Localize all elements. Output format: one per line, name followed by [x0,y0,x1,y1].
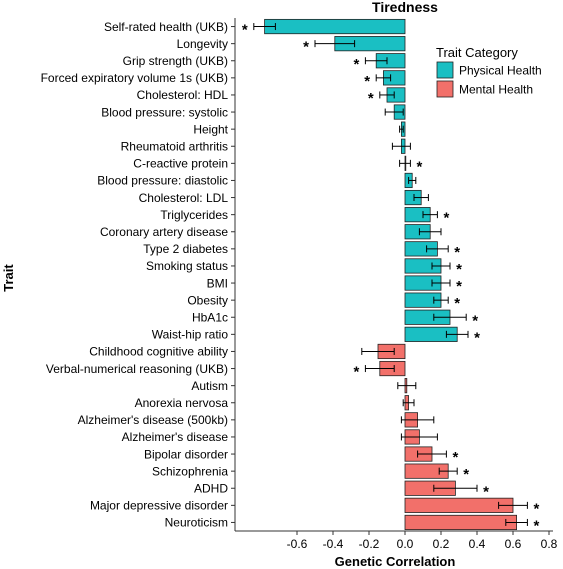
significance-star: * [452,449,458,466]
x-tick-label: 0.4 [469,537,486,551]
significance-star: * [456,278,462,295]
y-tick-label: Triglycerides [160,208,228,222]
legend-swatch [436,80,454,98]
significance-star: * [454,244,460,261]
x-tick-label: 0.6 [505,537,522,551]
y-tick-label: Self-rated health (UKB) [104,20,228,34]
y-tick-label: Major depressive disorder [90,499,228,513]
y-tick-label: Childhood cognitive ability [89,345,228,359]
y-tick-label: Bipolar disorder [144,447,228,461]
significance-layer: ******************* [242,22,540,535]
y-tick-label: Cholesterol: LDL [139,191,229,205]
legend: Trait Category Physical Health Mental Hea… [436,45,542,98]
y-tick-label: Height [193,122,228,136]
y-tick-label: Verbal-numerical reasoning (UKB) [46,362,228,376]
y-tick-label: ADHD [194,481,228,495]
x-tick-label: 0.2 [433,537,450,551]
significance-star: * [472,312,478,329]
significance-star: * [456,261,462,278]
significance-star: * [463,466,469,483]
y-tick-label: Smoking status [146,259,228,273]
y-axis: Self-rated health (UKB) Longevity Grip str… [41,18,236,531]
y-tick-label: HbA1c [192,310,228,324]
legend-title: Trait Category [436,45,518,60]
bar [404,497,514,513]
y-tick-label: Forced expiratory volume 1s (UKB) [41,71,228,85]
significance-star: * [533,500,539,517]
x-tick-label: -0.4 [323,537,344,551]
significance-star: * [368,90,374,107]
significance-star: * [474,329,480,346]
x-tick-label: -0.2 [359,537,380,551]
legend-swatch [436,61,454,79]
y-tick-label: Type 2 diabetes [143,242,228,256]
x-axis: -0.6 -0.4 -0.2 0.0 0.2 0.4 0.6 0.8 [235,530,558,551]
chart-title: Tiredness [372,0,438,15]
y-axis-title: Trait [1,264,16,292]
y-tick-label: Blood pressure: systolic [101,105,228,119]
significance-star: * [353,56,359,73]
y-tick-label: Cholesterol: HDL [137,88,229,102]
significance-star: * [303,39,309,56]
y-tick-label: Alzheimer's disease (500kb) [78,413,228,427]
x-tick-label: 0.0 [397,537,414,551]
y-tick-label: Anorexia nervosa [135,396,229,410]
legend-label: Physical Health [459,64,542,78]
y-tick-label: Obesity [187,293,228,307]
y-tick-label: Schizophrenia [152,464,228,478]
y-tick-label: Rheumatoid arthritis [121,139,228,153]
significance-star: * [443,210,449,227]
significance-star: * [454,295,460,312]
x-tick-label: -0.6 [287,537,308,551]
x-tick-label: 0.8 [541,537,558,551]
significance-star: * [242,22,248,39]
y-tick-label: Coronary artery disease [100,225,228,239]
significance-star: * [353,364,359,381]
y-tick-label: C-reactive protein [133,157,228,171]
y-tick-label: Autism [191,379,228,393]
bar [404,514,517,531]
y-tick-label: BMI [207,276,228,290]
y-tick-label: Alzheimer's disease [122,430,229,444]
errorbars-layer [253,23,528,526]
y-tick-label: Longevity [177,37,228,51]
significance-star: * [483,483,489,500]
significance-star: * [416,158,422,175]
y-tick-label: Grip strength (UKB) [123,54,228,68]
legend-label: Mental Health [459,83,533,97]
y-tick-label: Neuroticism [165,516,228,530]
bar [264,18,406,35]
significance-star: * [533,517,539,534]
significance-star: * [364,73,370,90]
y-tick-label: Waist-hip ratio [152,328,229,342]
x-axis-title: Genetic Correlation [335,554,456,569]
y-tick-label: Blood pressure: diastolic [97,174,228,188]
